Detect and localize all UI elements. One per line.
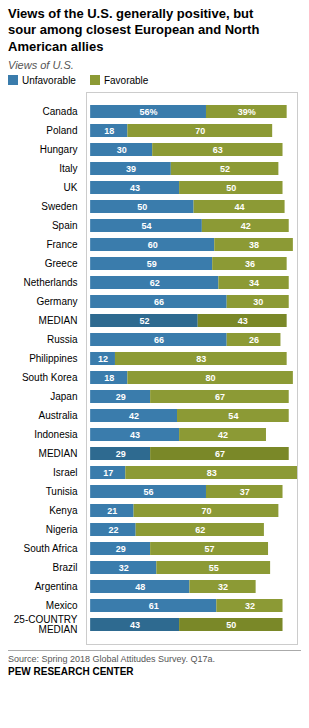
svg-text:80: 80 — [206, 373, 216, 383]
svg-text:61: 61 — [149, 601, 159, 611]
svg-text:30: 30 — [117, 145, 127, 155]
svg-text:67: 67 — [215, 449, 225, 459]
html-text:PEW RESEARCH CENTER: PEW RESEARCH CENTER — [8, 665, 134, 677]
svg-text:39: 39 — [126, 164, 136, 174]
svg-text:54: 54 — [141, 221, 151, 231]
svg-text:Philippines: Philippines — [29, 353, 77, 364]
svg-text:26: 26 — [249, 335, 259, 345]
svg-text:Germany: Germany — [36, 296, 77, 307]
svg-text:52: 52 — [139, 316, 149, 326]
svg-text:29: 29 — [116, 544, 126, 554]
svg-text:Greece: Greece — [45, 258, 78, 269]
svg-text:36: 36 — [245, 259, 255, 269]
svg-text:39%: 39% — [238, 107, 256, 117]
svg-text:43: 43 — [238, 316, 248, 326]
svg-text:54: 54 — [228, 411, 238, 421]
svg-text:34: 34 — [249, 278, 259, 288]
svg-text:Italy: Italy — [59, 163, 77, 174]
svg-text:52: 52 — [220, 164, 230, 174]
html-text:Source: Spring 2018 Global Att: Source: Spring 2018 Global Attitudes Sur… — [8, 653, 215, 664]
svg-text:42: 42 — [241, 221, 251, 231]
svg-text:22: 22 — [108, 525, 118, 535]
svg-text:Japan: Japan — [50, 391, 77, 402]
svg-text:25-COUNTRYMEDIAN: 25-COUNTRYMEDIAN — [14, 614, 78, 635]
svg-text:59: 59 — [147, 259, 157, 269]
svg-text:Netherlands: Netherlands — [24, 277, 78, 288]
svg-text:Spain: Spain — [52, 220, 78, 231]
svg-text:38: 38 — [249, 240, 259, 250]
html-text:Views of the U.S. generally po: Views of the U.S. generally positive, bu… — [8, 6, 260, 54]
svg-text:56: 56 — [144, 487, 154, 497]
svg-text:18: 18 — [104, 373, 114, 383]
svg-text:18: 18 — [104, 126, 114, 136]
svg-text:12: 12 — [98, 354, 108, 364]
svg-text:MEDIAN: MEDIAN — [39, 448, 78, 459]
svg-text:Indonesia: Indonesia — [34, 429, 78, 440]
svg-text:South Africa: South Africa — [24, 543, 78, 554]
svg-text:66: 66 — [154, 335, 164, 345]
svg-text:43: 43 — [130, 183, 140, 193]
svg-text:Tunisia: Tunisia — [46, 486, 78, 497]
svg-text:32: 32 — [245, 601, 255, 611]
svg-text:29: 29 — [116, 449, 126, 459]
svg-text:83: 83 — [207, 468, 217, 478]
svg-text:Hungary: Hungary — [40, 144, 78, 155]
svg-text:South Korea: South Korea — [22, 372, 78, 383]
svg-text:48: 48 — [135, 582, 145, 592]
svg-text:62: 62 — [195, 525, 205, 535]
svg-text:Brazil: Brazil — [52, 562, 77, 573]
svg-text:50: 50 — [226, 620, 236, 630]
svg-text:67: 67 — [215, 392, 225, 402]
svg-text:Canada: Canada — [42, 106, 77, 117]
html-text:Views of U.S.: Views of U.S. — [8, 58, 74, 71]
svg-text:17: 17 — [103, 468, 113, 478]
svg-text:30: 30 — [253, 297, 263, 307]
html-text:Unfavorable: Unfavorable — [22, 74, 76, 86]
svg-text:Kenya: Kenya — [49, 505, 78, 516]
svg-text:83: 83 — [196, 354, 206, 364]
svg-text:70: 70 — [201, 506, 211, 516]
svg-text:42: 42 — [129, 411, 139, 421]
svg-text:32: 32 — [119, 563, 129, 573]
svg-text:29: 29 — [116, 392, 126, 402]
svg-text:37: 37 — [240, 487, 250, 497]
svg-text:UK: UK — [64, 182, 78, 193]
svg-text:Australia: Australia — [39, 410, 78, 421]
svg-text:70: 70 — [195, 126, 205, 136]
html-text:Favorable: Favorable — [103, 74, 149, 86]
svg-text:62: 62 — [150, 278, 160, 288]
svg-text:50: 50 — [137, 202, 147, 212]
svg-text:21: 21 — [107, 506, 117, 516]
svg-text:44: 44 — [235, 202, 245, 212]
svg-text:Argentina: Argentina — [35, 581, 78, 592]
svg-text:55: 55 — [209, 563, 219, 573]
svg-text:Mexico: Mexico — [46, 600, 78, 611]
svg-text:France: France — [46, 239, 78, 250]
svg-text:66: 66 — [154, 297, 164, 307]
svg-text:56%: 56% — [140, 107, 158, 117]
svg-text:Sweden: Sweden — [41, 201, 77, 212]
svg-text:Russia: Russia — [47, 334, 78, 345]
svg-text:Poland: Poland — [46, 125, 77, 136]
svg-text:Nigeria: Nigeria — [46, 524, 78, 535]
svg-text:60: 60 — [148, 240, 158, 250]
svg-text:Israel: Israel — [53, 467, 77, 478]
svg-text:42: 42 — [218, 430, 228, 440]
svg-text:63: 63 — [213, 145, 223, 155]
svg-text:43: 43 — [130, 430, 140, 440]
svg-text:50: 50 — [226, 183, 236, 193]
svg-text:57: 57 — [205, 544, 215, 554]
svg-text:32: 32 — [218, 582, 228, 592]
svg-text:MEDIAN: MEDIAN — [39, 315, 78, 326]
svg-text:43: 43 — [130, 620, 140, 630]
